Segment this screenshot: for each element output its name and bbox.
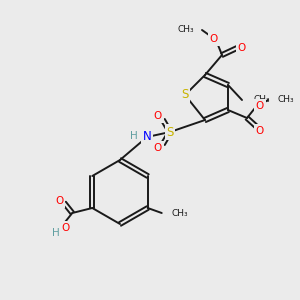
Text: CH₃: CH₃ [177,25,194,34]
Text: O: O [256,126,264,136]
Text: N: N [142,130,152,142]
Text: CH₃: CH₃ [278,95,295,104]
Text: H: H [52,228,60,238]
Text: O: O [61,223,69,233]
Text: S: S [181,88,189,101]
Text: H: H [130,131,138,141]
Text: S: S [166,125,174,139]
Text: O: O [55,196,63,206]
Text: CH₃: CH₃ [172,208,188,217]
Text: O: O [210,34,218,44]
Text: O: O [256,101,264,111]
Text: O: O [238,43,246,53]
Text: O: O [154,143,162,153]
Text: CH₃: CH₃ [254,95,271,104]
Text: O: O [154,111,162,121]
